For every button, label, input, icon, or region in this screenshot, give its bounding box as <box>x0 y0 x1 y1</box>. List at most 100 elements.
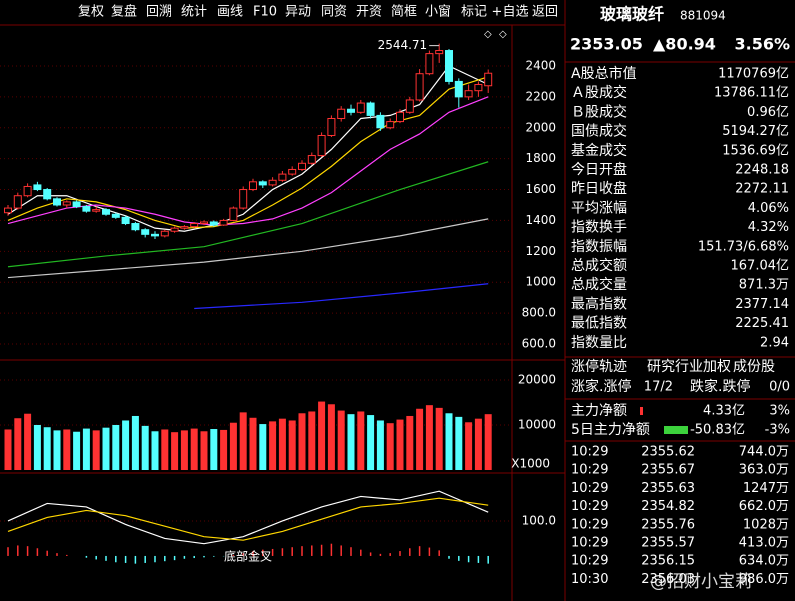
volume-bar <box>249 417 257 470</box>
tab[interactable]: 研究行业 <box>647 359 703 375</box>
toolbar-button[interactable]: 简框 <box>391 4 417 20</box>
candle-body <box>151 233 159 237</box>
icon[interactable]: ◇ <box>484 29 492 40</box>
volume-bar <box>4 429 12 470</box>
tick-time: 10:29 <box>571 463 608 478</box>
tab[interactable]: 涨停轨迹 <box>571 358 627 375</box>
tick-volume: 363.0万 <box>739 463 789 478</box>
volume-bar <box>318 401 326 470</box>
volume-bar <box>357 411 365 470</box>
volume-bar <box>259 424 267 470</box>
candle-body <box>131 223 140 231</box>
tick-volume: 413.0万 <box>739 536 789 551</box>
volume-bar <box>278 418 286 470</box>
candle-body <box>141 229 150 235</box>
info-value: 13786.11亿 <box>714 86 789 101</box>
candle-body <box>425 53 434 75</box>
icon[interactable]: ◇ <box>499 29 507 40</box>
tick-time: 10:29 <box>571 481 608 496</box>
candle-body <box>170 227 179 232</box>
tick-price: 2354.82 <box>641 499 695 514</box>
volume-bar <box>308 411 316 470</box>
tab[interactable]: 加权 <box>703 359 731 375</box>
candle-body <box>219 219 228 226</box>
candle-body <box>249 181 257 191</box>
volume-bar <box>63 429 71 470</box>
high-label: 2544.71 <box>378 38 428 52</box>
instrument-name: 玻璃玻纤 <box>600 5 664 24</box>
stat-value: 0/0 <box>769 380 790 395</box>
info-label: 最高指数 <box>571 295 627 312</box>
volume-bar <box>367 415 375 470</box>
toolbar-button[interactable]: 异动 <box>285 5 311 20</box>
candle-body <box>239 189 248 209</box>
indicator-line <box>7 218 489 279</box>
flow-label: 主力净额 <box>571 403 627 419</box>
toolbar-button[interactable]: 开资 <box>356 5 382 20</box>
info-label: 昨日收盘 <box>571 180 627 197</box>
toolbar-button[interactable]: 复权 <box>78 4 104 20</box>
volume-bar <box>161 429 169 470</box>
volume-bar <box>102 427 110 470</box>
info-value: 1170769亿 <box>718 67 789 82</box>
volume-bar <box>82 428 90 470</box>
y-tick-label: 2200 <box>525 89 556 103</box>
toolbar-button[interactable]: F10 <box>253 5 277 20</box>
y-tick-label: 1800 <box>525 151 556 165</box>
tab[interactable]: 成份股 <box>733 359 775 375</box>
candle-body <box>111 213 120 218</box>
toolbar-button[interactable]: 返回 <box>532 5 558 20</box>
candle-body <box>464 90 473 98</box>
toolbar-button[interactable]: 标记 <box>461 5 487 20</box>
volume-bar <box>112 424 120 470</box>
candle-body <box>298 162 306 170</box>
toolbar-button[interactable]: 统计 <box>181 5 207 20</box>
y-tick-label: 10000 <box>518 417 556 431</box>
toolbar-button[interactable]: 回溯 <box>146 4 172 20</box>
flow-value: -50.83亿 <box>690 423 745 438</box>
volume-bar <box>435 407 443 470</box>
instrument-code: 881094 <box>680 9 726 23</box>
indicator-line <box>7 490 489 545</box>
candle-body <box>72 201 81 208</box>
volume-bar <box>484 414 492 470</box>
y-tick-label: 100.0 <box>522 513 556 527</box>
volume-bar <box>24 413 32 470</box>
candle-body <box>474 84 483 92</box>
tick-price: 2356.03 <box>641 572 695 587</box>
info-label: 总成交量 <box>571 276 627 293</box>
candle-body <box>13 195 22 209</box>
candle-body <box>288 168 297 175</box>
volume-bar <box>269 421 277 470</box>
volume-bar <box>406 415 414 470</box>
tick-price: 2355.63 <box>641 481 695 496</box>
toolbar-button[interactable]: 复盘 <box>111 4 137 20</box>
candle-body <box>278 173 287 181</box>
info-value: 2225.41 <box>735 316 789 331</box>
candle-body <box>356 102 365 113</box>
flow-indicator <box>640 407 643 415</box>
flow-indicator <box>664 426 688 434</box>
volume-bar <box>180 430 188 470</box>
candle-body <box>415 73 424 101</box>
candle-body <box>209 221 218 226</box>
candle-body <box>337 108 346 119</box>
toolbar-button[interactable]: 小窗 <box>425 4 451 20</box>
info-label: 指数振幅 <box>571 239 627 255</box>
candle-body <box>43 189 52 200</box>
info-label: 今日开盘 <box>571 161 627 178</box>
toolbar-button[interactable]: 同资 <box>321 5 347 20</box>
change: ▲80.94 <box>653 35 716 54</box>
toolbar-button[interactable]: +自选 <box>492 5 529 20</box>
flow-pct: -3% <box>765 423 790 438</box>
annotation: 底部金叉 <box>224 548 272 563</box>
indicator-line <box>194 283 489 310</box>
y-tick-label: 2400 <box>525 58 556 72</box>
volume-bar <box>122 420 130 470</box>
volume-bar <box>455 416 463 470</box>
toolbar-button[interactable]: 画线 <box>217 5 243 20</box>
info-label: 基金成交 <box>571 142 627 159</box>
info-value: 2248.18 <box>735 163 789 178</box>
tick-volume: 1028万 <box>743 517 789 532</box>
